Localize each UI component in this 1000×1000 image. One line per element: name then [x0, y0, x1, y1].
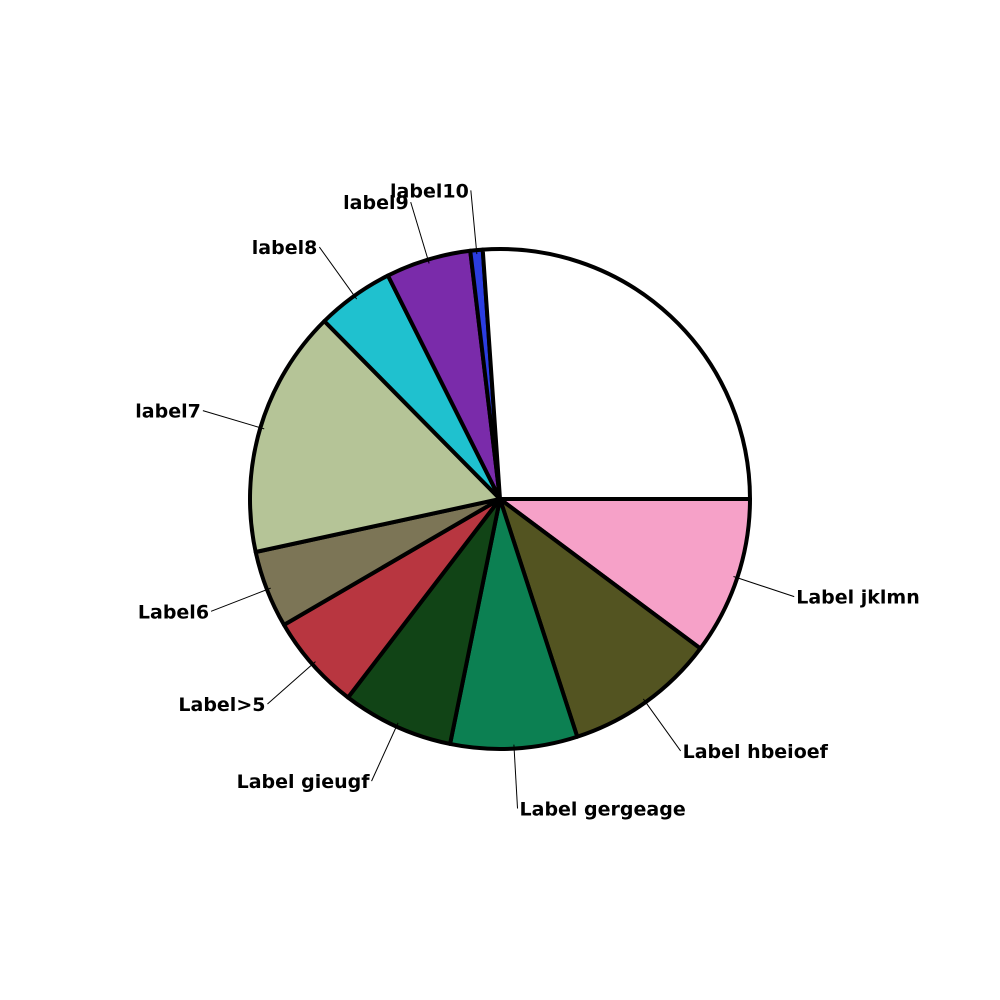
leader-line-3: [513, 744, 519, 809]
slice-label-2: Label hbeioef: [683, 741, 829, 763]
slice-label-5: Label>5: [178, 694, 265, 716]
leader-line-7: [202, 410, 265, 430]
slice-label-1: Label jklmn: [796, 587, 920, 609]
leader-line-6: [210, 587, 271, 612]
leader-line-8: [318, 246, 358, 300]
slice-label-8: label8: [252, 237, 318, 259]
slice-label-7: label7: [135, 401, 201, 423]
leader-line-5: [267, 661, 316, 705]
leader-line-1: [733, 576, 795, 598]
slice-label-10: label10: [390, 180, 469, 202]
slice-label-3: Label gergeage: [520, 799, 686, 821]
leader-line-9: [410, 201, 430, 264]
slice-label-4: Label gieugf: [237, 771, 371, 793]
slice-label-6: Label6: [138, 601, 209, 623]
pie-slices: [248, 247, 752, 751]
leader-line-2: [642, 698, 682, 752]
pie-leader-lines: [202, 190, 795, 809]
pie-slice-11: [480, 247, 752, 501]
pie-labels: Label jklmn Label hbeioef Label gergeage La…: [135, 180, 919, 820]
leader-line-10: [470, 190, 478, 255]
slice-label-9: label9: [343, 192, 409, 214]
leader-line-4: [371, 722, 399, 782]
